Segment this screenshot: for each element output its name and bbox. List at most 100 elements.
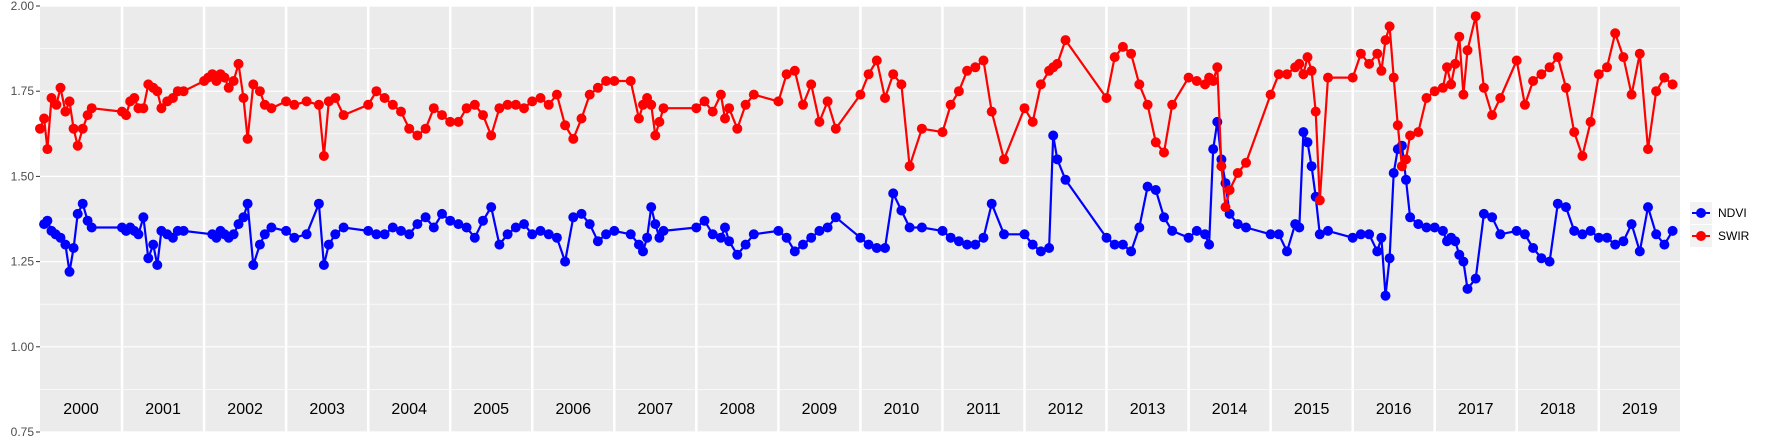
ndvi-point: [228, 229, 239, 240]
swir-point: [1355, 48, 1366, 59]
year-label: 2000: [63, 401, 99, 418]
ndvi-point: [323, 239, 334, 250]
ndvi-point: [720, 222, 730, 233]
ndvi-point: [592, 236, 603, 247]
ndvi-point: [1643, 202, 1653, 213]
y-tick-label: 1.00: [11, 340, 35, 354]
swir-point: [396, 106, 406, 117]
ndvi-point: [77, 198, 88, 209]
ndvi-point: [148, 239, 159, 250]
swir-point: [1314, 195, 1325, 206]
year-label: 2007: [638, 401, 674, 418]
swir-point: [68, 123, 79, 134]
y-tick-label: 1.25: [11, 255, 35, 269]
ndvi-point: [238, 212, 249, 223]
ndvi-point: [658, 225, 669, 236]
swir-point: [338, 110, 349, 121]
ndvi-point: [916, 222, 927, 233]
ndvi-point: [178, 225, 189, 236]
ndvi-point: [1302, 137, 1313, 148]
swir-point: [228, 76, 239, 86]
swir-point: [266, 103, 277, 114]
legend: NDVI SWIR: [1690, 202, 1750, 247]
swir-point: [1552, 52, 1563, 63]
swir-point: [1536, 69, 1547, 80]
swir-point: [633, 113, 644, 124]
ndvi-point: [453, 219, 464, 230]
ndvi-point: [1027, 239, 1038, 250]
swir-point: [822, 96, 833, 107]
swir-point: [1282, 69, 1292, 80]
year-label: 2015: [1294, 401, 1330, 418]
swir-point: [1380, 35, 1391, 46]
swir-point: [55, 82, 66, 93]
ndvi-point: [1626, 219, 1637, 230]
swir-point: [1027, 116, 1038, 127]
swir-point: [625, 76, 636, 86]
ndvi-point: [609, 225, 620, 236]
ndvi-point: [1380, 290, 1391, 301]
ndvi-point: [1602, 232, 1612, 243]
y-tick-label: 0.75: [11, 425, 35, 439]
swir-point: [387, 99, 398, 110]
swir-point: [1298, 69, 1309, 80]
swir-point: [233, 58, 244, 69]
ndvi-point: [789, 246, 800, 257]
swir-point: [888, 69, 899, 80]
ndvi-point: [806, 232, 817, 243]
ndvi-point: [1478, 208, 1489, 219]
swir-point: [428, 103, 439, 114]
ndvi-point: [1364, 229, 1375, 240]
swir-point: [1442, 62, 1452, 73]
swir-point: [1216, 161, 1227, 172]
y-tick-label: 1.50: [11, 169, 35, 183]
swir-point: [1384, 21, 1395, 32]
ndvi-point: [798, 239, 808, 250]
swir-point: [1323, 72, 1333, 83]
ndvi-point: [773, 225, 784, 236]
ndvi-point: [1101, 232, 1112, 243]
swir-point: [1577, 151, 1588, 161]
legend-key-point: [1696, 231, 1706, 241]
legend-key-point: [1696, 208, 1706, 218]
swir-point: [1364, 58, 1375, 69]
ndvi-point: [1372, 246, 1383, 257]
swir-point: [646, 99, 657, 110]
swir-point: [1294, 58, 1305, 69]
ndvi-point: [945, 232, 956, 243]
swir-point: [363, 99, 374, 110]
swir-point: [1618, 52, 1629, 63]
swir-point: [1101, 93, 1112, 103]
swir-point: [1126, 48, 1137, 59]
ndvi-point: [1048, 130, 1059, 141]
swir-point: [1585, 116, 1596, 127]
ndvi-point: [937, 225, 948, 236]
swir-point: [896, 79, 907, 90]
ndvi-point: [1421, 222, 1432, 233]
swir-point: [1310, 106, 1321, 117]
year-label: 2016: [1376, 401, 1412, 418]
swir-point: [1109, 52, 1120, 63]
ndvi-point: [330, 229, 341, 240]
swir-point: [1487, 110, 1498, 121]
ndvi-point: [313, 198, 324, 209]
swir-point: [1019, 103, 1030, 114]
swir-point: [945, 99, 956, 110]
ndvi-point: [1651, 229, 1662, 240]
swir-point: [1544, 62, 1555, 73]
ndvi-point: [519, 219, 529, 230]
swir-point: [1495, 93, 1506, 103]
ndvi-point: [1117, 239, 1128, 250]
swir-point: [1634, 48, 1645, 59]
ndvi-point: [1052, 154, 1063, 165]
swir-point: [1569, 127, 1580, 138]
ndvi-point: [1511, 225, 1522, 236]
swir-point: [1593, 69, 1604, 80]
ndvi-point: [1429, 222, 1440, 233]
swir-point: [748, 89, 759, 100]
ndvi-point: [478, 215, 488, 226]
swir-point: [238, 93, 249, 103]
ndvi-point: [551, 232, 562, 243]
ndvi-point: [625, 229, 636, 240]
swir-point: [953, 86, 964, 97]
